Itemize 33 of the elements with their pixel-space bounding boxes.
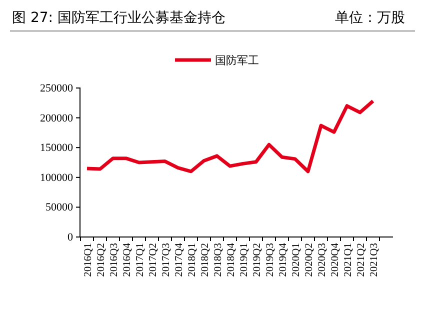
x-tick-label: 2017Q2 xyxy=(148,243,159,277)
x-tick-label: 2021Q2 xyxy=(356,243,367,277)
x-tick-label: 2020Q3 xyxy=(317,243,328,277)
chart-subtitle: 单位：万股 xyxy=(335,10,405,26)
x-tick-label: 2016Q1 xyxy=(83,243,94,277)
legend-label: 国防军工 xyxy=(215,54,259,67)
y-tick-label: 150000 xyxy=(40,142,74,154)
x-tick-label: 2018Q2 xyxy=(200,243,211,277)
y-tick-label: 50000 xyxy=(46,202,74,214)
x-tick-label: 2018Q1 xyxy=(187,243,198,277)
x-tick-label: 2019Q2 xyxy=(252,243,263,277)
y-tick-label: 100000 xyxy=(40,172,74,184)
y-tick-label: 200000 xyxy=(40,112,74,124)
x-tick-label: 2021Q1 xyxy=(343,243,354,277)
x-tick-label: 2018Q4 xyxy=(226,242,237,277)
y-tick-label: 0 xyxy=(68,232,74,244)
x-tick-label: 2020Q2 xyxy=(304,243,315,277)
x-tick-label: 2021Q3 xyxy=(369,243,380,277)
x-tick-label: 2017Q1 xyxy=(135,243,146,277)
x-tick-label: 2020Q1 xyxy=(291,243,302,277)
x-tick-label: 2017Q4 xyxy=(174,242,185,277)
x-tick-label: 2016Q2 xyxy=(96,243,107,277)
x-tick-label: 2016Q3 xyxy=(109,243,120,277)
x-tick-label: 2020Q4 xyxy=(330,242,341,277)
x-tick-label: 2018Q3 xyxy=(213,243,224,277)
y-tick-label: 250000 xyxy=(40,82,74,95)
chart-title: 图 27: 国防军工行业公募基金持仓 xyxy=(12,10,226,26)
x-tick-label: 2019Q3 xyxy=(265,243,276,277)
x-tick-label: 2017Q3 xyxy=(161,243,172,277)
x-tick-label: 2016Q4 xyxy=(122,242,133,277)
line-series xyxy=(85,99,375,174)
x-tick-label: 2019Q4 xyxy=(278,242,289,277)
x-tick-label: 2019Q1 xyxy=(239,243,250,277)
